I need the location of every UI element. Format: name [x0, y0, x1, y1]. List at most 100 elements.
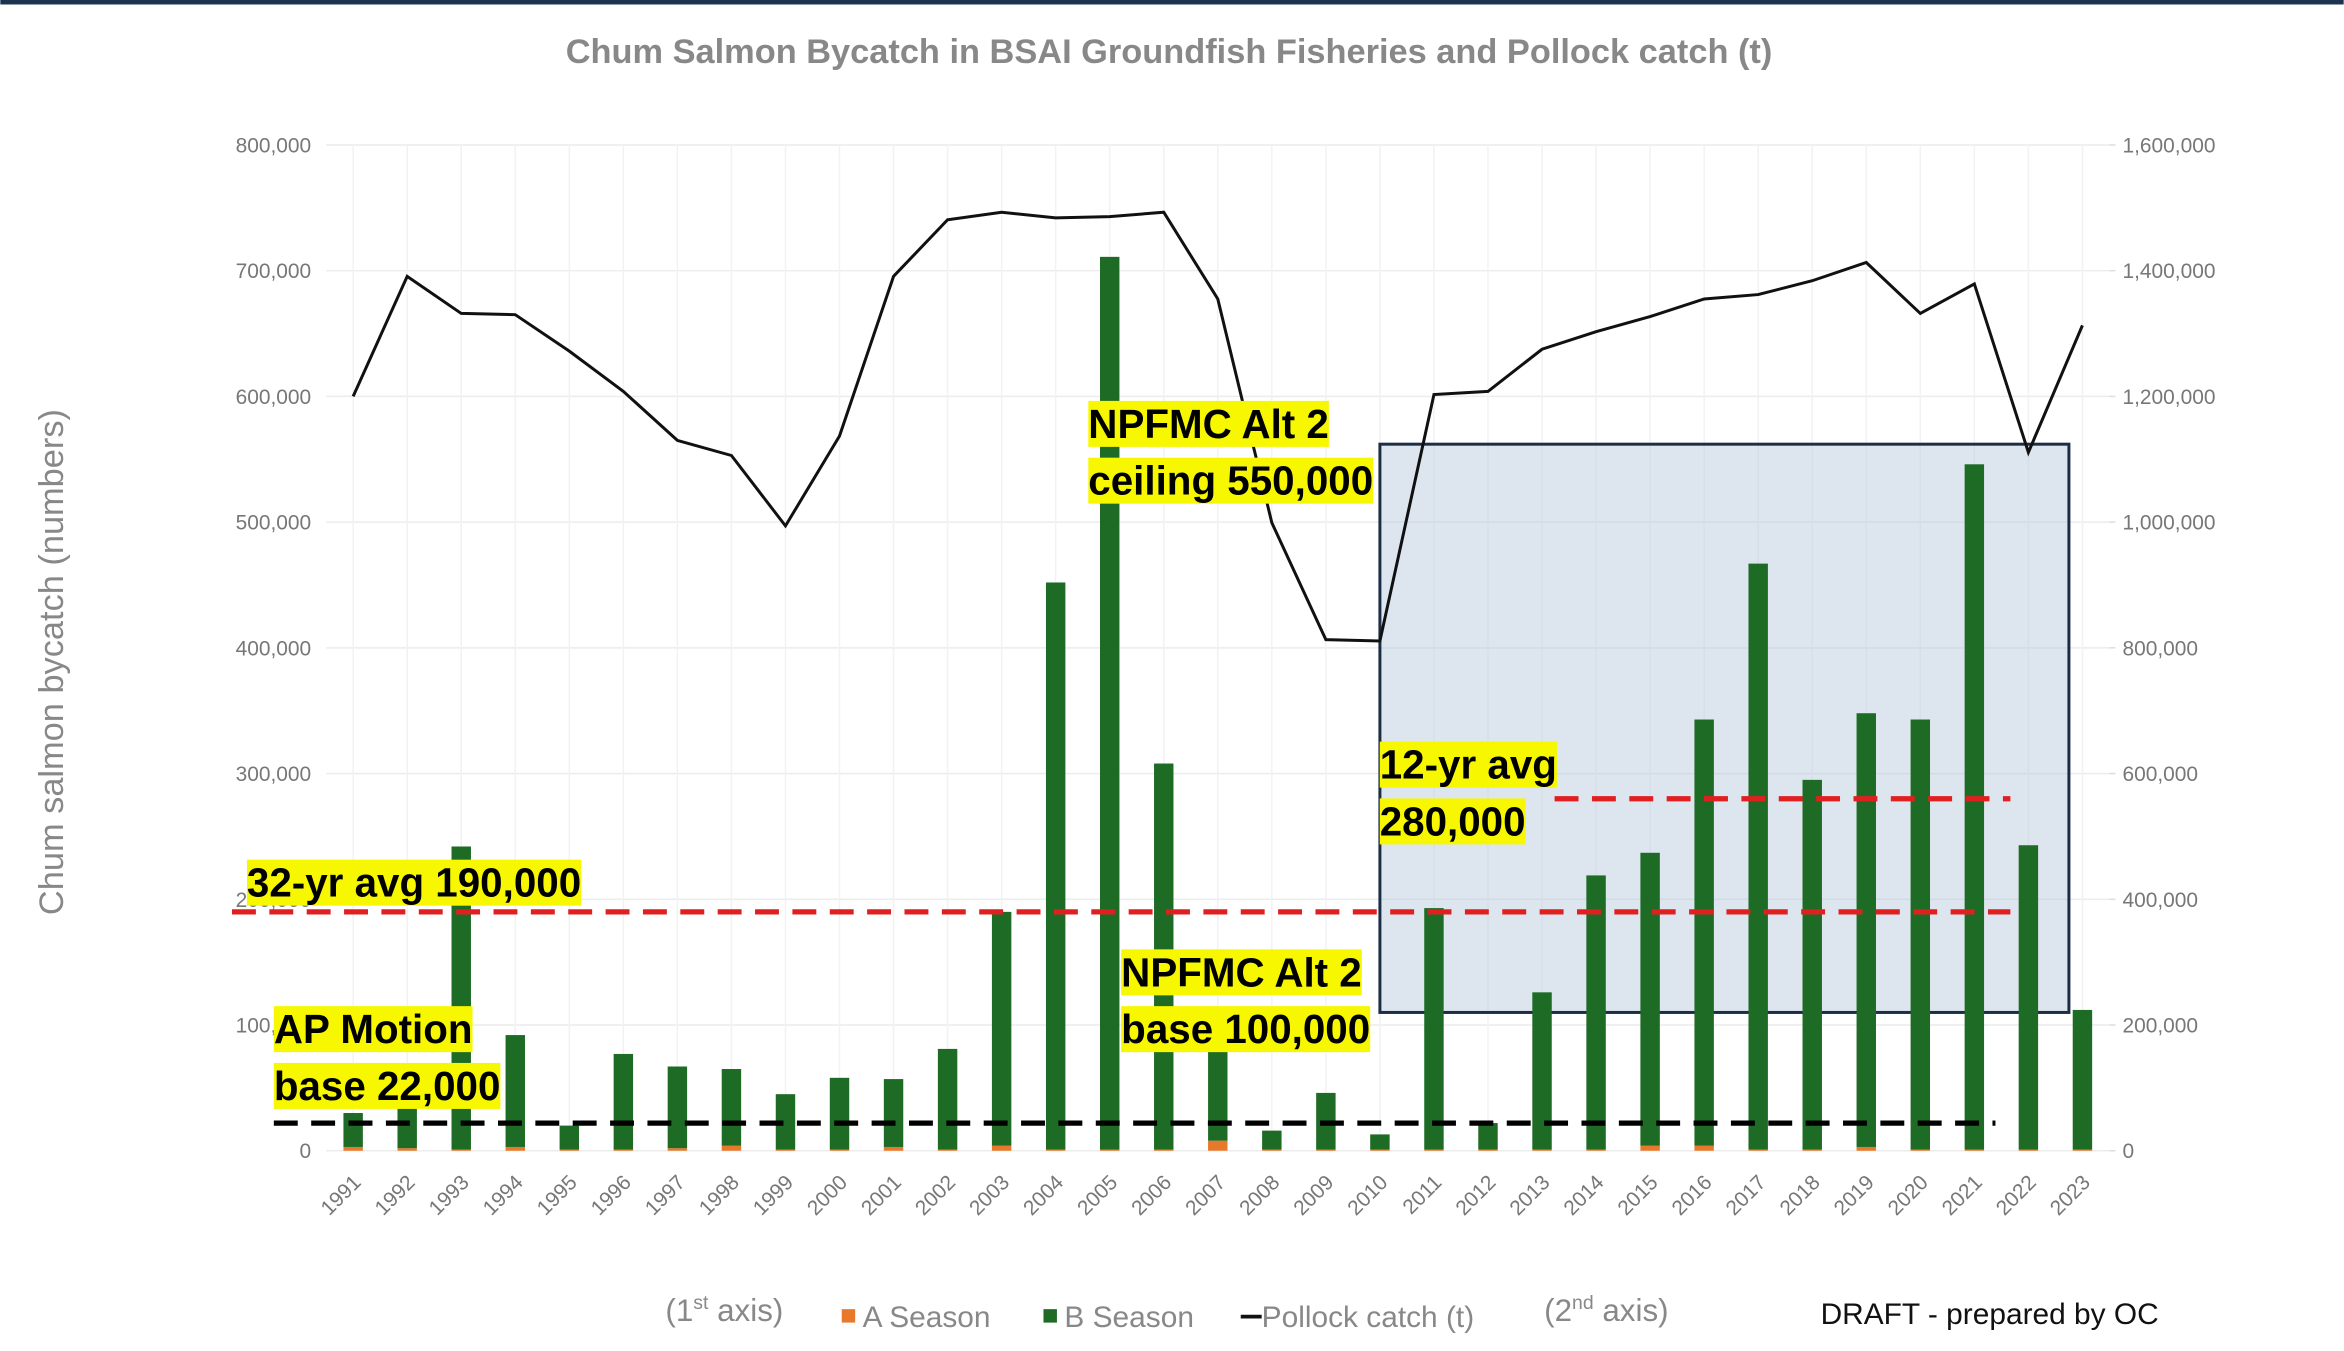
bar: [2018, 1149, 2039, 1151]
y2-tick-label: 1,600,000: [2122, 134, 2215, 157]
bar: [613, 1053, 634, 1150]
bar: [343, 1113, 363, 1147]
bar: [775, 1094, 796, 1150]
annotation: base 100,000: [1121, 1006, 1370, 1052]
bar: [1208, 1140, 1228, 1151]
axis-note: (1st axis): [665, 1292, 783, 1328]
annotation-bg: [273, 1006, 473, 1053]
bar: [721, 1145, 742, 1151]
pollock-line: [351, 210, 2084, 643]
bar: [1694, 719, 1714, 1146]
bar: [1748, 563, 1768, 1150]
annotation: 12-yr avg: [1380, 742, 1557, 788]
bar: [2072, 1009, 2093, 1150]
y-tick-label: 300,000: [236, 763, 312, 786]
annotation: NPFMC Alt 2: [1121, 949, 1362, 995]
top-bar: [0, 0, 2344, 5]
bar: [775, 1149, 796, 1151]
annotation: ceiling 550,000: [1088, 458, 1373, 504]
bar: [1424, 908, 1444, 1150]
bar: [1262, 1149, 1282, 1151]
bar: [1045, 582, 1066, 1150]
bar: [1478, 1123, 1498, 1150]
bar: [1964, 464, 1985, 1150]
annotation-bg: [273, 1062, 501, 1109]
axis-note: (2nd axis): [1544, 1292, 1668, 1328]
y-tick-label: 700,000: [236, 260, 312, 283]
bar: [829, 1149, 850, 1151]
bar: [1478, 1149, 1498, 1151]
annotation-bg: [1379, 798, 1526, 845]
axis-note-part: (2: [1544, 1293, 1572, 1328]
bar: [829, 1077, 850, 1150]
bar: [1154, 1149, 1174, 1151]
bar: [1856, 1146, 1876, 1151]
bar: [1045, 1149, 1066, 1151]
bar: [1748, 1149, 1768, 1151]
bar: [1586, 875, 1606, 1150]
bar: [1370, 1134, 1390, 1150]
axis-note-part: (1: [665, 1293, 693, 1328]
annotation-bg: [1088, 400, 1329, 447]
bar: [1910, 719, 1931, 1150]
annotation-bg: [1121, 949, 1362, 996]
y-tick-label: 500,000: [236, 512, 312, 535]
bar: [559, 1125, 580, 1150]
legend-swatch: [1043, 1309, 1057, 1323]
bar: [1964, 1149, 1985, 1151]
bar: [613, 1149, 634, 1151]
bar: [1316, 1149, 1336, 1151]
legend-label: A Season: [863, 1301, 991, 1334]
bar: [883, 1146, 904, 1151]
bar: [397, 1148, 417, 1151]
bar: [991, 1145, 1012, 1151]
bar: [1694, 1145, 1714, 1151]
y2-tick-label: 200,000: [2122, 1014, 2198, 1037]
annotation-bg: [1121, 1006, 1371, 1053]
y2-tick-label: 1,400,000: [2122, 260, 2215, 283]
annotation: 280,000: [1380, 798, 1526, 844]
y-axis-title: Chum salmon bycatch (numbers): [33, 409, 71, 915]
bar: [667, 1066, 688, 1149]
bar: [559, 1149, 580, 1151]
bar: [1370, 1149, 1390, 1151]
shaded-box: [1378, 442, 2071, 1014]
legend-label: Pollock catch (t): [1262, 1301, 1475, 1334]
bar: [1640, 1145, 1660, 1151]
bar: [937, 1149, 958, 1151]
bar: [1099, 1149, 1120, 1151]
bar: [1424, 1149, 1444, 1151]
y2-tick-label: 1,000,000: [2122, 512, 2215, 535]
bar: [937, 1048, 958, 1150]
legend-swatch: [841, 1309, 856, 1323]
annotation: NPFMC Alt 2: [1088, 401, 1329, 447]
bar: [505, 1146, 525, 1151]
chart-title: Chum Salmon Bycatch in BSAI Groundfish F…: [566, 33, 1773, 71]
legend-label: B Season: [1064, 1301, 1194, 1334]
axis-note-part: axis): [1594, 1293, 1669, 1328]
y2-tick-label: 0: [2122, 1140, 2134, 1163]
y2-tick-label: 400,000: [2122, 889, 2198, 912]
bar: [1910, 1149, 1931, 1151]
axis-note-part: nd: [1572, 1292, 1594, 1314]
annotation-bg: [1088, 457, 1374, 504]
y2-tick-label: 600,000: [2122, 763, 2198, 786]
y-tick-label: 800,000: [236, 134, 312, 157]
bar: [2072, 1149, 2093, 1151]
annotation: AP Motion: [274, 1006, 473, 1052]
y-tick-label: 0: [300, 1140, 312, 1163]
bar: [1099, 256, 1120, 1150]
annotation-bg: [1379, 741, 1557, 788]
bar: [1856, 713, 1876, 1147]
bar: [1640, 852, 1660, 1146]
bar: [1208, 1032, 1228, 1141]
y2-tick-label: 1,200,000: [2122, 386, 2215, 409]
bar: [505, 1035, 525, 1147]
y2-tick-label: 800,000: [2122, 637, 2198, 660]
annotation: base 22,000: [274, 1063, 501, 1109]
footer: DRAFT - prepared by OC: [1821, 1298, 2159, 1331]
y-tick-label: 400,000: [236, 637, 312, 660]
bar: [721, 1069, 742, 1146]
bar: [1802, 779, 1822, 1150]
y-tick-label: 600,000: [236, 386, 312, 409]
